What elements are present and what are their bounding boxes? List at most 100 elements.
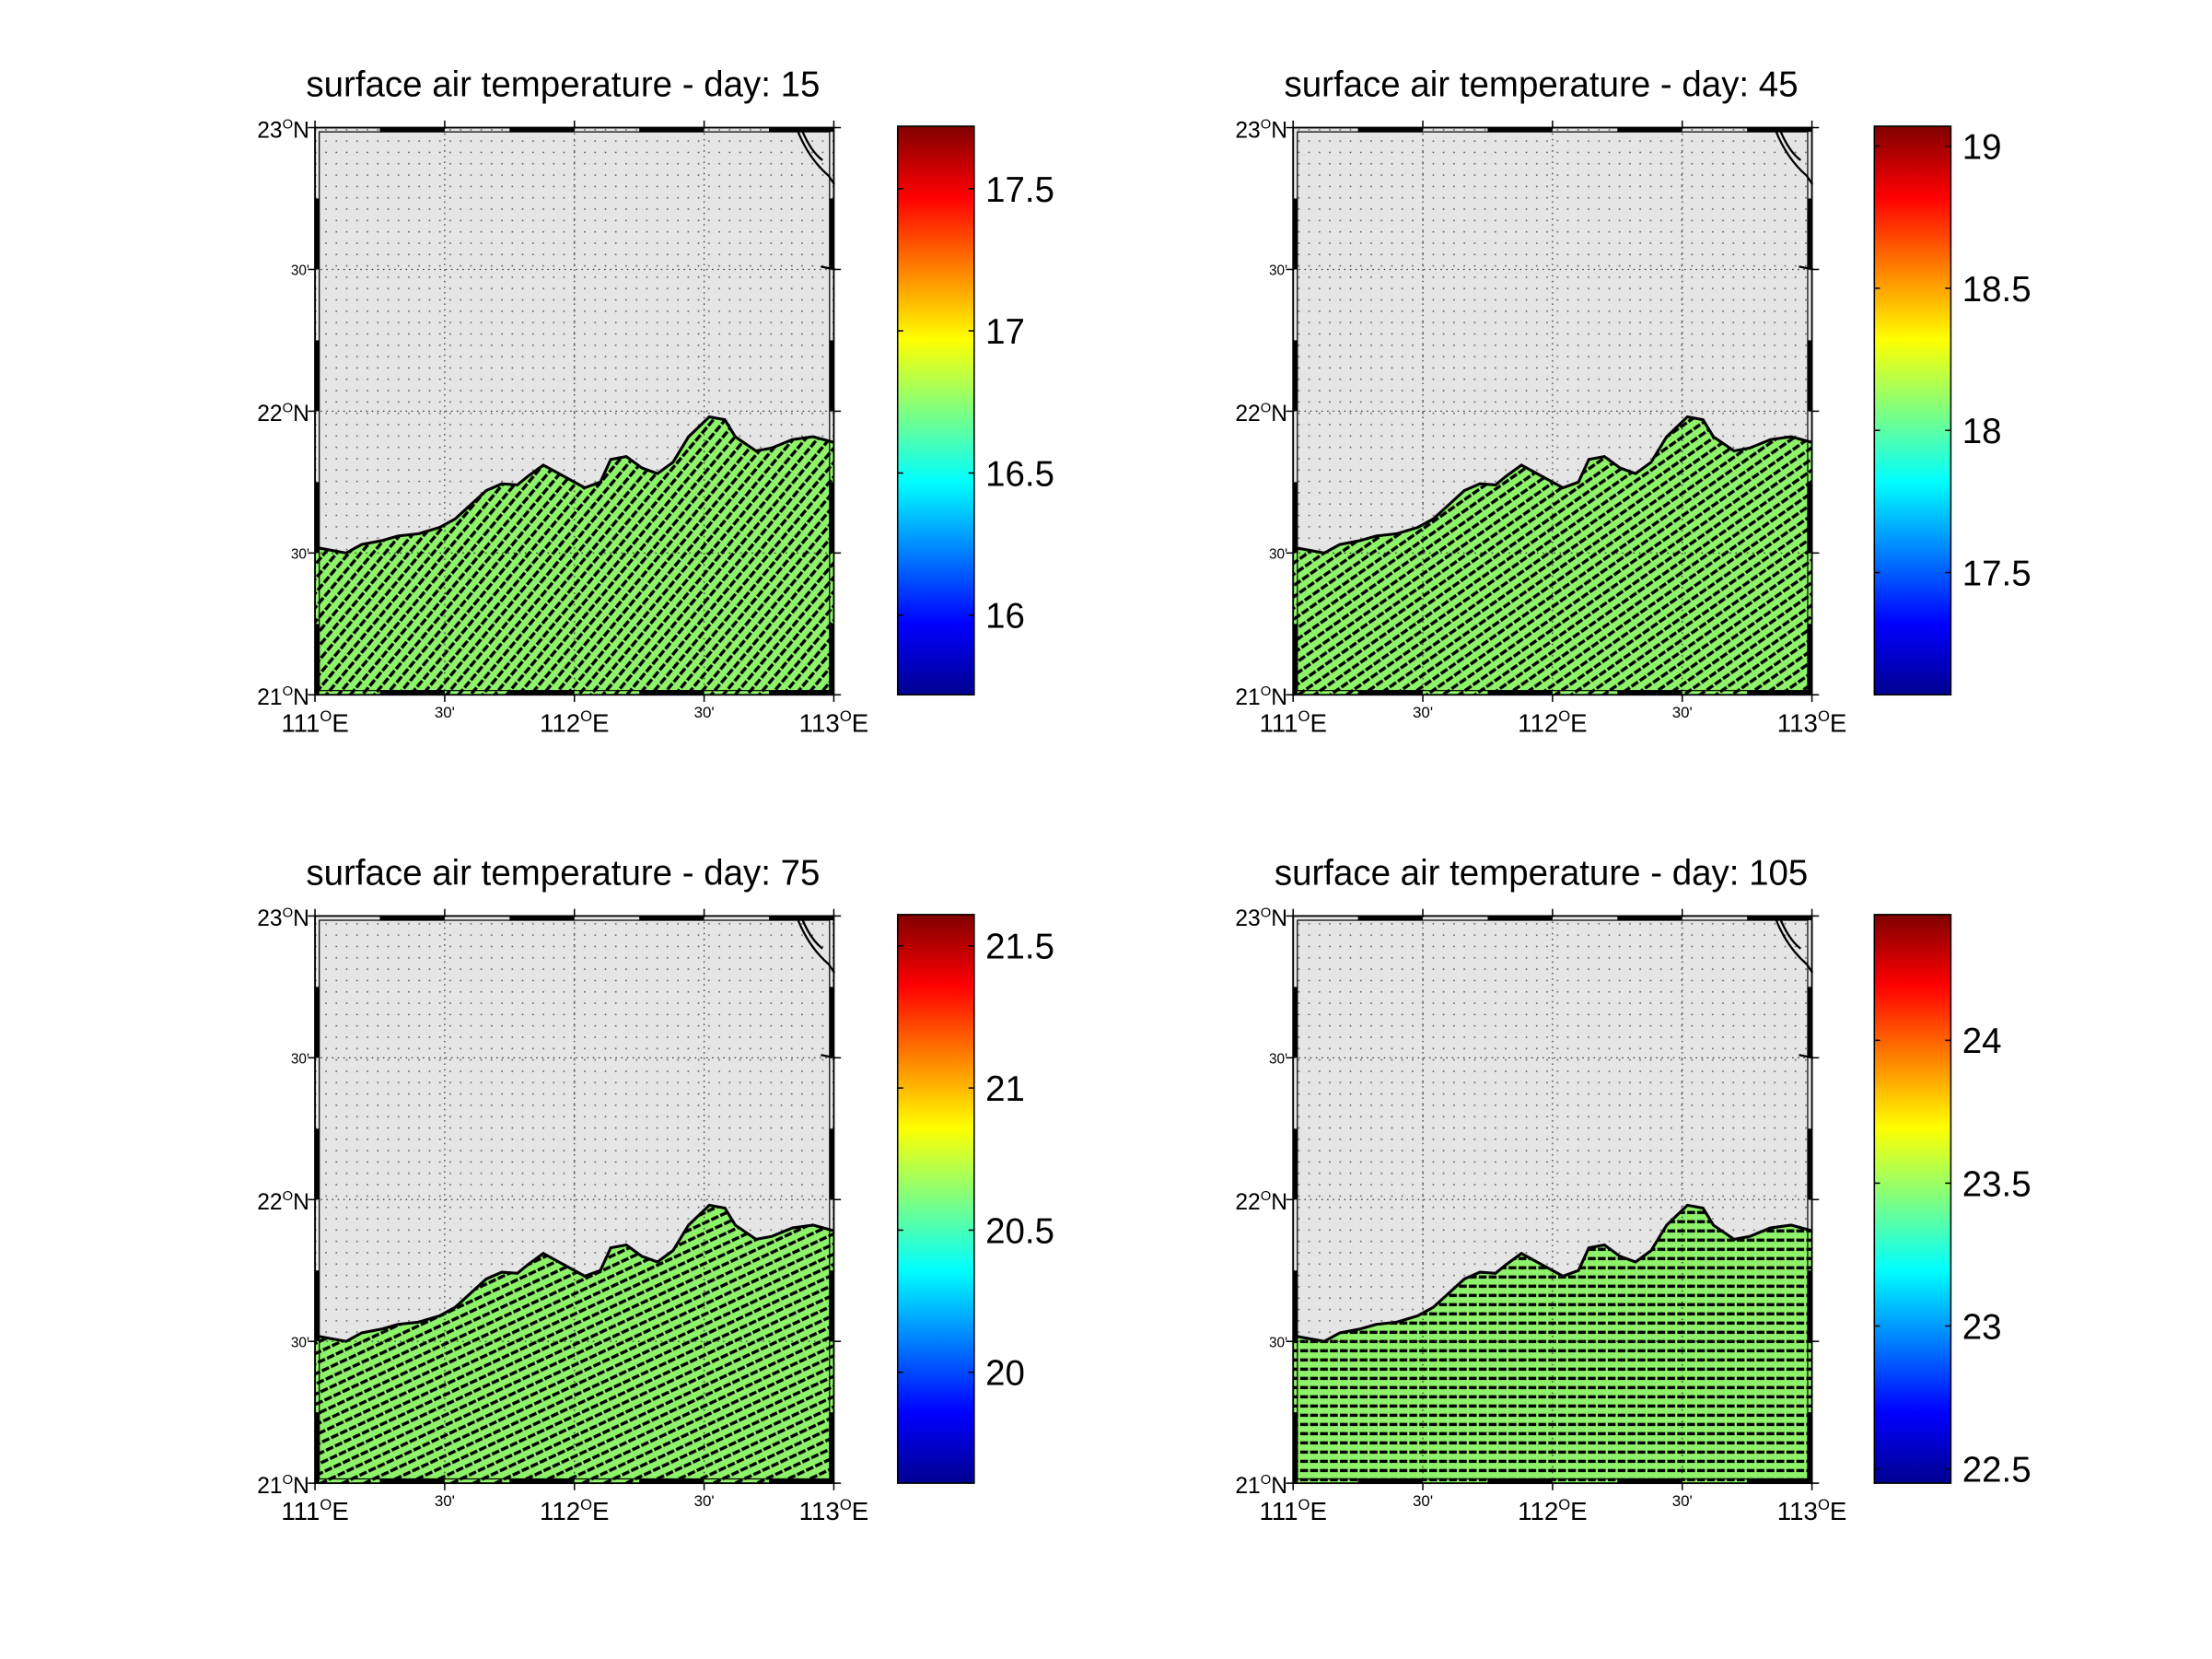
frame-segment (1807, 340, 1812, 412)
frame-segment (1617, 127, 1682, 133)
colorbar-tick-label: 16.5 (985, 454, 1054, 494)
colorbar (1873, 914, 1952, 1484)
frame-segment (829, 198, 834, 270)
colorbar-tick-label: 19 (1962, 127, 2002, 167)
colorbar-tick-label: 22.5 (1962, 1450, 2032, 1490)
y-tick-label: 30' (1269, 1335, 1287, 1350)
x-tick-label: 112OE (540, 1496, 610, 1525)
panel-title: surface air temperature - day: 45 (1285, 65, 1799, 105)
frame-segment (829, 1412, 834, 1484)
panel-title: surface air temperature - day: 105 (1275, 854, 1808, 894)
y-tick-label: 21ON (1235, 684, 1287, 710)
x-tick-label: 30' (435, 704, 455, 721)
frame-segment (315, 624, 320, 695)
y-tick-label: 22ON (1235, 401, 1287, 426)
y-tick-label: 22ON (257, 401, 309, 426)
frame-segment (379, 690, 445, 695)
x-tick-label: 30' (1413, 704, 1433, 721)
panel-title: surface air temperature - day: 75 (306, 854, 820, 894)
frame-segment (639, 690, 704, 695)
frame-segment (829, 987, 834, 1058)
y-tick-label: 22ON (1235, 1189, 1287, 1215)
frame-segment (1357, 916, 1424, 921)
frame-segment (1487, 916, 1553, 921)
frame-segment (1807, 987, 1812, 1058)
map-panel-3: surface air temperature - day: 75 21ON 30'… (257, 854, 1054, 1526)
frame-segment (829, 340, 834, 412)
frame-segment (315, 1270, 320, 1342)
frame-segment (1293, 198, 1298, 270)
x-tick-label: 113OE (799, 1496, 869, 1525)
colorbar-tick-label: 21.5 (985, 928, 1054, 967)
x-tick-label: 113OE (799, 707, 869, 737)
x-tick-label: 112OE (1518, 1496, 1588, 1525)
y-tick-label: 30' (291, 1335, 309, 1350)
colorbar-tick-label: 23.5 (1962, 1164, 2032, 1204)
x-tick-label: 111OE (281, 707, 348, 737)
frame-segment (315, 340, 320, 412)
frame-segment (315, 987, 320, 1058)
frame-segment (639, 916, 704, 921)
coastline (1292, 415, 1812, 555)
colorbar-tick-label: 17.5 (985, 170, 1054, 210)
y-tick-label: 23ON (257, 117, 309, 143)
frame-segment (509, 916, 575, 921)
frame-segment (1487, 127, 1553, 133)
map-panel-4: surface air temperature - day: 105 21ON 30… (1235, 854, 2031, 1526)
map-panel-1: surface air temperature - day: 15 21ON 30'… (257, 65, 1054, 738)
frame-segment (1487, 690, 1553, 695)
frame-segment (1487, 1478, 1553, 1484)
frame-segment (315, 198, 320, 270)
frame-segment (1293, 1270, 1298, 1342)
frame-segment (1617, 1478, 1682, 1484)
frame-segment (1747, 127, 1812, 133)
x-tick-label: 30' (1672, 1492, 1693, 1510)
frame-segment (1293, 1128, 1298, 1200)
y-tick-label: 21ON (257, 1473, 309, 1499)
x-tick-label: 111OE (281, 1496, 348, 1525)
frame-segment (1293, 624, 1298, 695)
frame-segment (1617, 916, 1682, 921)
y-tick-label: 22ON (257, 1189, 309, 1215)
panel-title: surface air temperature - day: 15 (306, 65, 820, 105)
x-tick-label: 112OE (540, 707, 610, 737)
y-tick-label: 23ON (257, 905, 309, 931)
frame-segment (509, 127, 575, 133)
colorbar-tick-label: 24 (1962, 1022, 2002, 1061)
colorbar-tick-label: 17.5 (1962, 554, 2032, 593)
y-tick-label: 30' (1269, 1051, 1287, 1067)
frame-segment (829, 1128, 834, 1200)
frame-segment (1747, 690, 1812, 695)
x-tick-label: 113OE (1777, 1496, 1847, 1525)
frame-segment (379, 1478, 445, 1484)
colorbar (1873, 125, 1952, 696)
x-tick-label: 111OE (1259, 1496, 1326, 1525)
frame-segment (1293, 1412, 1298, 1484)
frame-segment (379, 916, 445, 921)
x-tick-label: 30' (435, 1492, 455, 1510)
colorbar-tick-label: 18.5 (1962, 270, 2032, 310)
colorbar-tick-label: 20 (985, 1354, 1025, 1394)
coastline (314, 415, 834, 555)
y-tick-label: 23ON (1235, 117, 1287, 143)
frame-segment (315, 1412, 320, 1484)
coastline (1292, 1203, 1812, 1343)
frame-segment (769, 127, 834, 133)
colorbar-tick-label: 20.5 (985, 1211, 1054, 1251)
frame-segment (379, 127, 445, 133)
frame-segment (315, 1128, 320, 1200)
frame-segment (509, 690, 575, 695)
frame-segment (1293, 482, 1298, 554)
frame-segment (315, 482, 320, 554)
y-tick-label: 23ON (1235, 905, 1287, 931)
colorbar-tick-label: 23 (1962, 1307, 2002, 1347)
frame-segment (509, 1478, 575, 1484)
y-tick-label: 30' (291, 263, 309, 279)
frame-segment (769, 1478, 834, 1484)
y-tick-label: 21ON (1235, 1473, 1287, 1499)
colorbar-tick-label: 18 (1962, 412, 2002, 451)
frame-segment (1357, 1478, 1424, 1484)
frame-segment (1293, 340, 1298, 412)
frame-segment (769, 690, 834, 695)
